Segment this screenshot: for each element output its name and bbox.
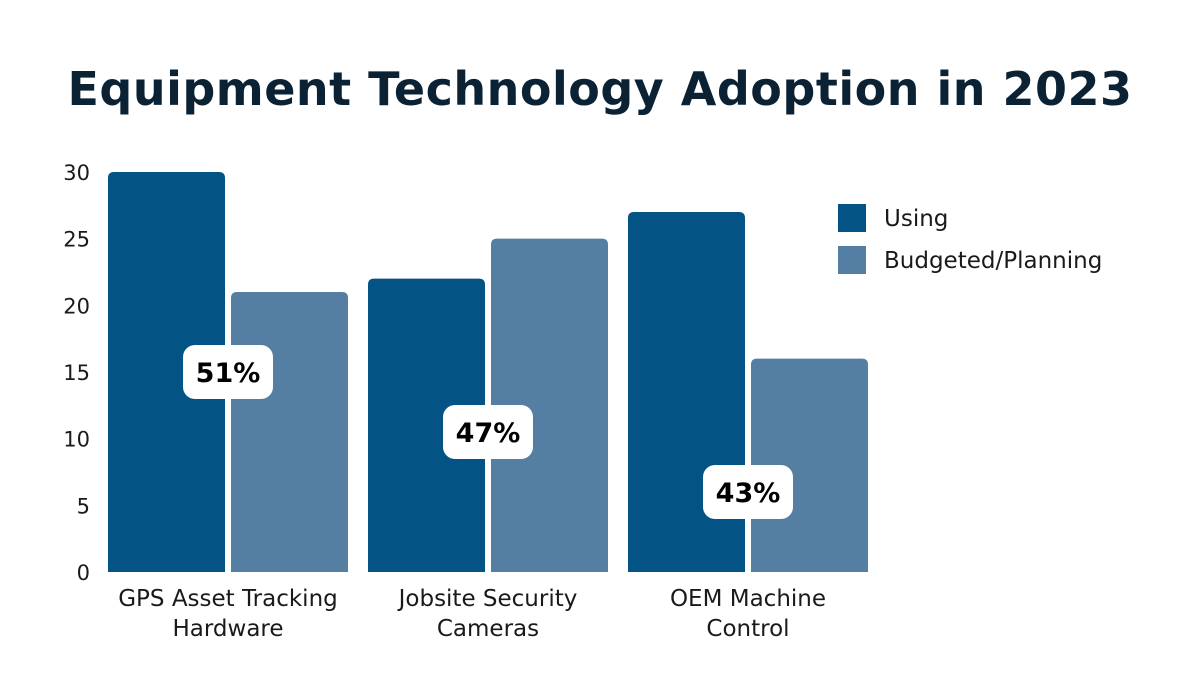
legend-label: Using xyxy=(884,206,948,232)
percentage-label: 51% xyxy=(196,358,261,389)
category-label: Cameras xyxy=(437,616,539,642)
y-tick-label: 15 xyxy=(63,361,90,385)
bar-using-0 xyxy=(108,172,225,572)
y-axis: 0 5 10 15 20 25 30 xyxy=(63,161,90,585)
category-label: Hardware xyxy=(172,616,283,642)
y-tick-label: 25 xyxy=(63,228,90,252)
bar-budgeted-planning-1 xyxy=(491,238,608,572)
percentage-badge: 47% xyxy=(443,405,533,459)
y-tick-label: 10 xyxy=(63,428,90,452)
bar-using-1 xyxy=(368,278,485,572)
legend-label: Budgeted/Planning xyxy=(884,248,1102,274)
category-label: GPS Asset Tracking xyxy=(118,586,338,612)
percentage-annotations: 51% 47% 43% xyxy=(183,345,793,519)
badge-background xyxy=(443,405,533,459)
legend-swatch xyxy=(838,246,866,274)
category-label: Jobsite Security xyxy=(397,586,578,612)
percentage-badge: 43% xyxy=(703,465,793,519)
badge-background xyxy=(183,345,273,399)
badge-background xyxy=(703,465,793,519)
chart-title: Equipment Technology Adoption in 2023 xyxy=(67,62,1133,116)
percentage-label: 47% xyxy=(456,418,521,449)
y-tick-label: 5 xyxy=(77,494,90,518)
category-label: Control xyxy=(706,616,789,642)
percentage-label: 43% xyxy=(716,478,781,509)
legend-swatch xyxy=(838,204,866,232)
y-tick-label: 0 xyxy=(77,561,90,585)
y-tick-label: 20 xyxy=(63,294,90,318)
category-label: OEM Machine xyxy=(670,586,826,612)
bar-budgeted-planning-0 xyxy=(231,292,348,572)
legend: Using Budgeted/Planning xyxy=(838,204,1102,274)
y-tick-label: 30 xyxy=(63,161,90,185)
x-axis: GPS Asset Tracking Hardware Jobsite Securi… xyxy=(118,586,826,642)
percentage-badge: 51% xyxy=(183,345,273,399)
